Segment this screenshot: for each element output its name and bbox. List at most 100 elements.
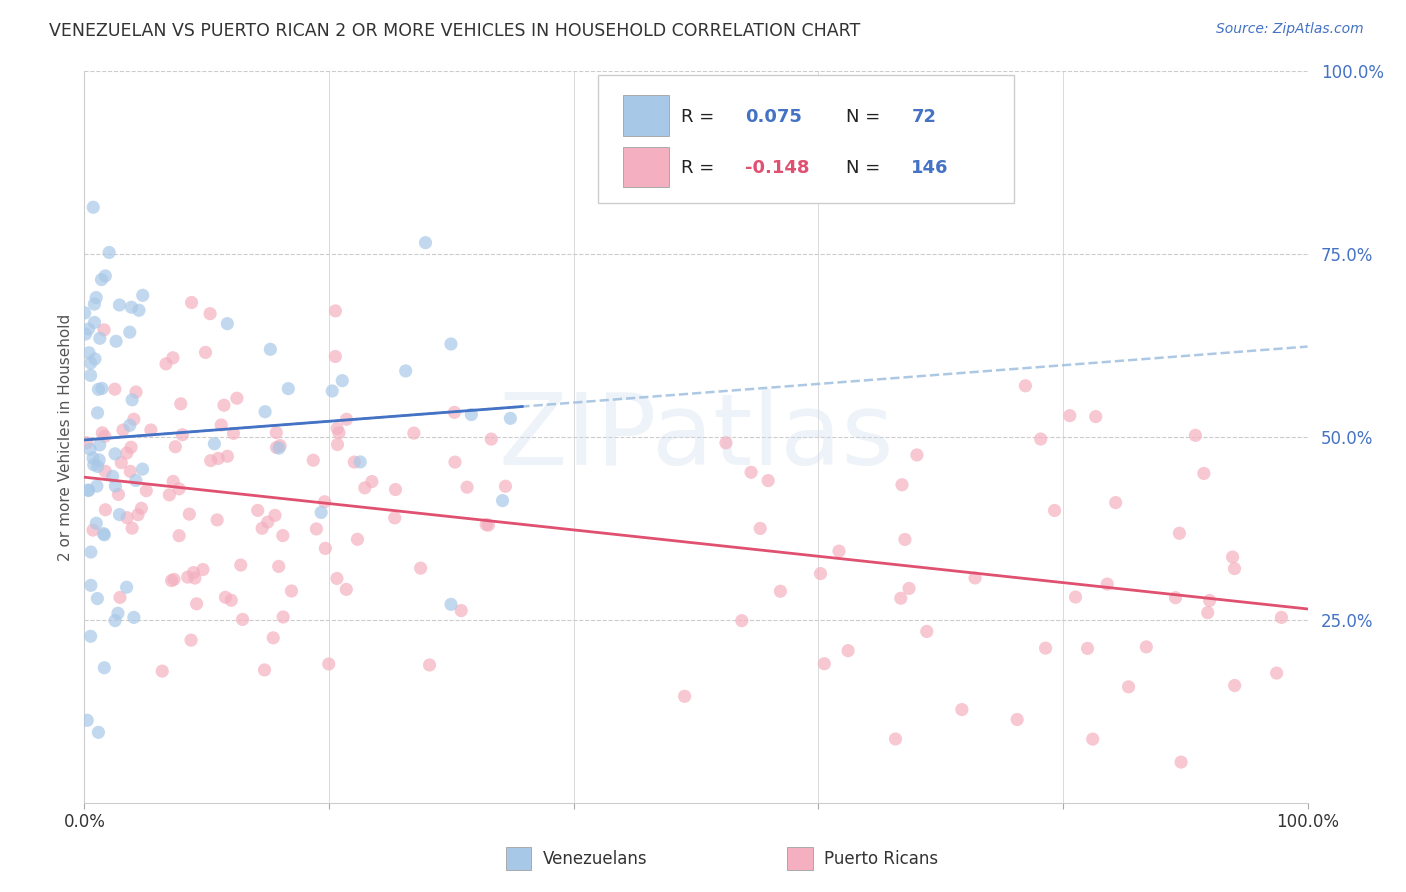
Point <box>479 432 502 446</box>
Point <box>321 384 343 398</box>
Point <box>205 513 228 527</box>
Point <box>160 574 183 588</box>
Point <box>212 398 235 412</box>
Point <box>1168 526 1191 541</box>
Point <box>139 423 162 437</box>
Text: ZIPatlas: ZIPatlas <box>498 389 894 485</box>
Point <box>167 529 190 543</box>
Point <box>1170 755 1192 769</box>
Point <box>89 438 111 452</box>
Point <box>86 479 108 493</box>
Point <box>82 523 104 537</box>
FancyBboxPatch shape <box>598 75 1014 203</box>
Point <box>813 657 835 671</box>
Point <box>1076 641 1098 656</box>
Point <box>450 604 472 618</box>
Point <box>409 561 432 575</box>
Point <box>131 501 153 516</box>
Text: VENEZUELAN VS PUERTO RICAN 2 OR MORE VEHICLES IN HOUSEHOLD CORRELATION CHART: VENEZUELAN VS PUERTO RICAN 2 OR MORE VEH… <box>49 22 860 40</box>
Point <box>157 488 180 502</box>
Point <box>905 448 928 462</box>
Point <box>475 517 498 532</box>
Point <box>384 511 406 525</box>
Point <box>890 591 912 606</box>
Point <box>460 408 482 422</box>
Point <box>170 397 193 411</box>
Point <box>104 614 127 628</box>
Point <box>165 440 187 454</box>
Point <box>115 446 138 460</box>
Point <box>810 566 832 581</box>
Point <box>1064 590 1087 604</box>
Point <box>1164 591 1187 605</box>
Point <box>86 459 108 474</box>
Point <box>111 423 134 437</box>
Point <box>107 607 129 621</box>
Point <box>837 643 859 657</box>
Point <box>444 455 467 469</box>
Point <box>162 351 184 365</box>
Point <box>259 343 281 357</box>
Point <box>125 384 148 399</box>
Point <box>183 566 205 580</box>
Point <box>163 573 186 587</box>
Point <box>1135 640 1157 654</box>
Point <box>740 465 762 479</box>
Point <box>335 582 357 597</box>
Bar <box>623 146 669 187</box>
Point <box>176 570 198 584</box>
Point <box>1222 549 1244 564</box>
Point <box>217 317 239 331</box>
Text: N =: N = <box>846 108 886 126</box>
Point <box>172 427 194 442</box>
Point <box>200 453 222 467</box>
Point <box>1184 428 1206 442</box>
Point <box>104 382 127 396</box>
Point <box>222 426 245 441</box>
Point <box>79 356 101 370</box>
Text: Puerto Ricans: Puerto Ricans <box>824 849 938 868</box>
Point <box>749 521 772 535</box>
Point <box>122 412 145 426</box>
Text: N =: N = <box>846 159 886 177</box>
Point <box>135 483 157 498</box>
Point <box>219 593 242 607</box>
Text: R =: R = <box>682 108 720 126</box>
Point <box>80 578 103 592</box>
Point <box>77 322 100 336</box>
Point <box>1084 409 1107 424</box>
Point <box>93 323 115 337</box>
Point <box>77 346 100 360</box>
Point <box>87 725 110 739</box>
Text: Source: ZipAtlas.com: Source: ZipAtlas.com <box>1216 22 1364 37</box>
Point <box>167 482 190 496</box>
Point <box>1265 666 1288 681</box>
Point <box>180 295 202 310</box>
Point <box>128 303 150 318</box>
Point <box>73 306 96 320</box>
Point <box>250 521 273 535</box>
Point <box>89 453 111 467</box>
Point <box>104 447 127 461</box>
Text: 72: 72 <box>911 108 936 126</box>
Point <box>1223 678 1246 692</box>
Point <box>94 268 117 283</box>
Point <box>395 364 418 378</box>
Point <box>93 661 115 675</box>
Point <box>217 450 239 464</box>
Point <box>84 351 107 366</box>
Point <box>107 487 129 501</box>
Point <box>131 462 153 476</box>
Point <box>330 374 353 388</box>
Point <box>305 522 328 536</box>
Point <box>91 381 114 395</box>
Point <box>121 300 143 314</box>
Point <box>121 392 143 407</box>
Point <box>82 200 104 214</box>
Point <box>915 624 938 639</box>
Point <box>94 429 117 443</box>
Point <box>209 417 232 432</box>
Point <box>264 425 287 440</box>
Point <box>91 425 114 440</box>
Point <box>499 411 522 425</box>
